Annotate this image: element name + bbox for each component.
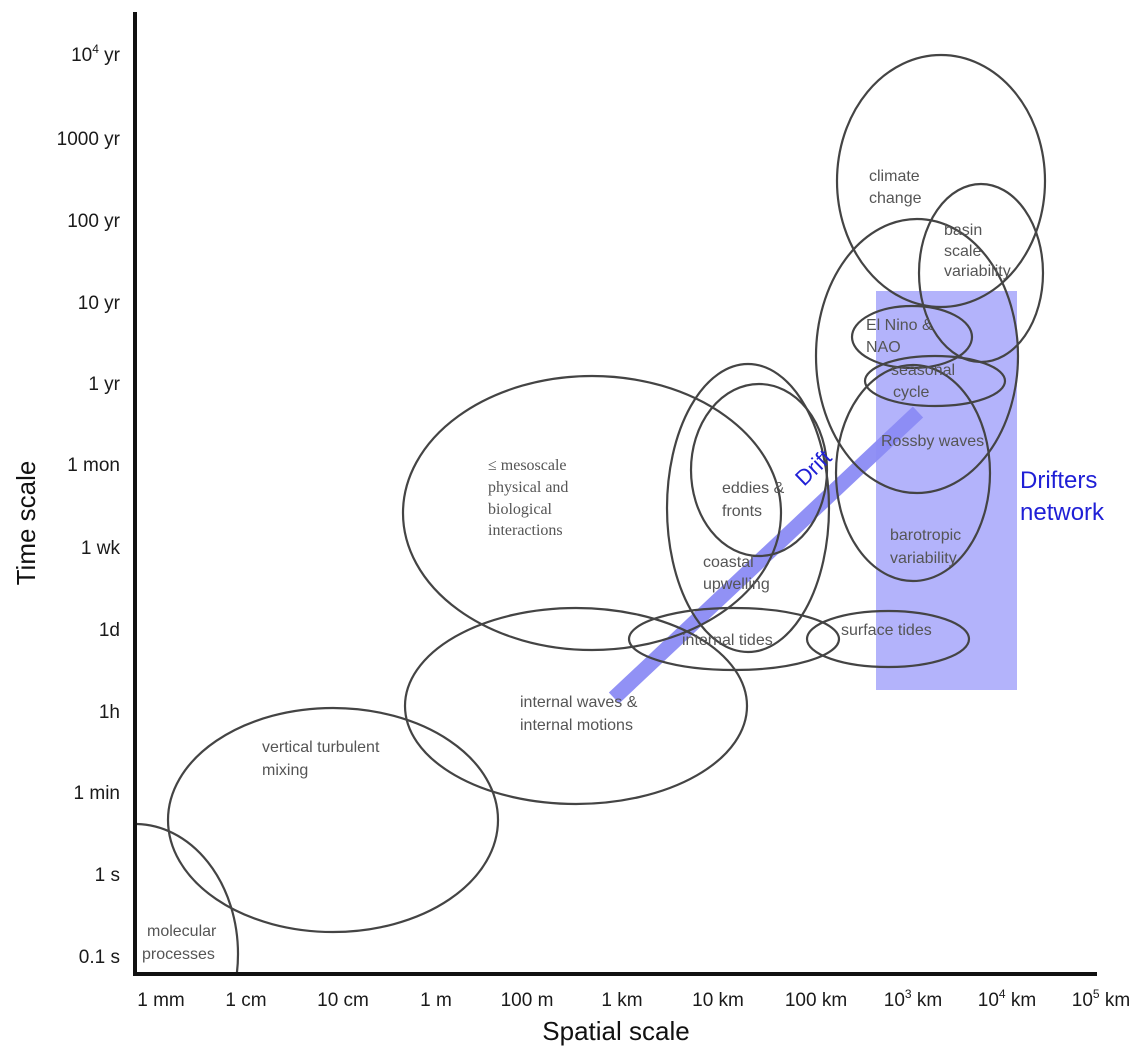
label-internal-waves: internal waves & internal motions bbox=[520, 694, 642, 734]
y-tick-label: 10 yr bbox=[78, 293, 121, 314]
ellipse-large-scale bbox=[814, 217, 1020, 495]
ellipse-mesoscale bbox=[401, 374, 783, 652]
label-basin: basin scale variability bbox=[944, 222, 1011, 280]
x-tick-label: 1 cm bbox=[225, 990, 266, 1011]
ellipse-elnino bbox=[850, 304, 974, 370]
ellipse-climate bbox=[835, 53, 1047, 309]
y-tick-label: 1 mon bbox=[67, 455, 120, 476]
ellipse-surface-tides bbox=[805, 609, 971, 669]
y-tick-label: 1 min bbox=[74, 783, 120, 804]
label-vertical: vertical turbulent mixing bbox=[262, 739, 384, 779]
x-tick-label: 1 km bbox=[601, 990, 642, 1011]
x-tick-label: 100 km bbox=[785, 990, 847, 1011]
x-tick-label: 10 cm bbox=[317, 990, 369, 1011]
drift-label: Drift bbox=[790, 445, 836, 491]
label-rossby: Rossby waves bbox=[881, 433, 984, 450]
phenomena-labels: molecular processes vertical turbulent m… bbox=[142, 168, 1011, 963]
x-axis-title: Spatial scale bbox=[542, 1016, 689, 1046]
label-climate: climate change bbox=[869, 168, 924, 207]
label-seasonal: seasonal cycle bbox=[891, 362, 960, 401]
label-elnino: El Nino & NAO bbox=[866, 317, 937, 356]
ellipse-seasonal bbox=[863, 354, 1007, 408]
x-tick-label: 10 km bbox=[692, 990, 744, 1011]
y-axis-title: Time scale bbox=[11, 461, 41, 586]
x-tick-label: 1 m bbox=[420, 990, 452, 1011]
y-tick-label: 1 s bbox=[95, 865, 120, 886]
x-tick-labels: 1 mm 1 cm 10 cm 1 m 100 m 1 km 10 km 100… bbox=[137, 987, 1130, 1011]
y-tick-label: 1000 yr bbox=[57, 129, 121, 150]
x-tick-1e3km: 103 km bbox=[884, 987, 942, 1011]
y-tick-label: 1 wk bbox=[81, 538, 121, 559]
label-molecular: molecular processes bbox=[142, 923, 221, 963]
label-internal-tides: internal tides bbox=[682, 632, 773, 649]
ellipse-coastal bbox=[665, 362, 831, 654]
ellipse-basin bbox=[917, 182, 1045, 364]
y-tick-label: 100 yr bbox=[67, 211, 120, 232]
y-tick-1e4yr: 104 yr bbox=[71, 42, 121, 66]
x-tick-label: 1 mm bbox=[137, 990, 185, 1011]
label-surface-tides: surface tides bbox=[841, 622, 932, 639]
ellipse-internal-waves bbox=[403, 606, 749, 806]
y-tick-labels: 104 yr 1000 yr 100 yr 10 yr 1 yr 1 mon 1… bbox=[57, 42, 121, 968]
ellipse-internal-tides bbox=[627, 606, 841, 672]
drifters-network-label: Drifters network bbox=[1020, 467, 1105, 526]
ellipse-vertical bbox=[166, 706, 500, 934]
phenomena-ellipses bbox=[137, 53, 1047, 973]
label-mesoscale: ≤ mesoscale physical and biological inte… bbox=[488, 457, 572, 539]
label-barotropic: barotropic variability bbox=[890, 527, 966, 567]
y-tick-label: 0.1 s bbox=[79, 947, 120, 968]
y-tick-label: 1d bbox=[99, 620, 120, 641]
ellipse-molecular bbox=[137, 822, 240, 973]
x-tick-1e5km: 105 km bbox=[1072, 987, 1130, 1011]
label-coastal: coastal upwelling bbox=[703, 554, 770, 593]
ellipse-barotropic bbox=[834, 363, 992, 583]
x-tick-label: 100 m bbox=[501, 990, 554, 1011]
x-tick-1e4km: 104 km bbox=[978, 987, 1036, 1011]
y-tick-label: 1 yr bbox=[88, 374, 120, 395]
label-eddies: eddies & fronts bbox=[722, 480, 789, 520]
y-tick-label: 1h bbox=[99, 702, 120, 723]
